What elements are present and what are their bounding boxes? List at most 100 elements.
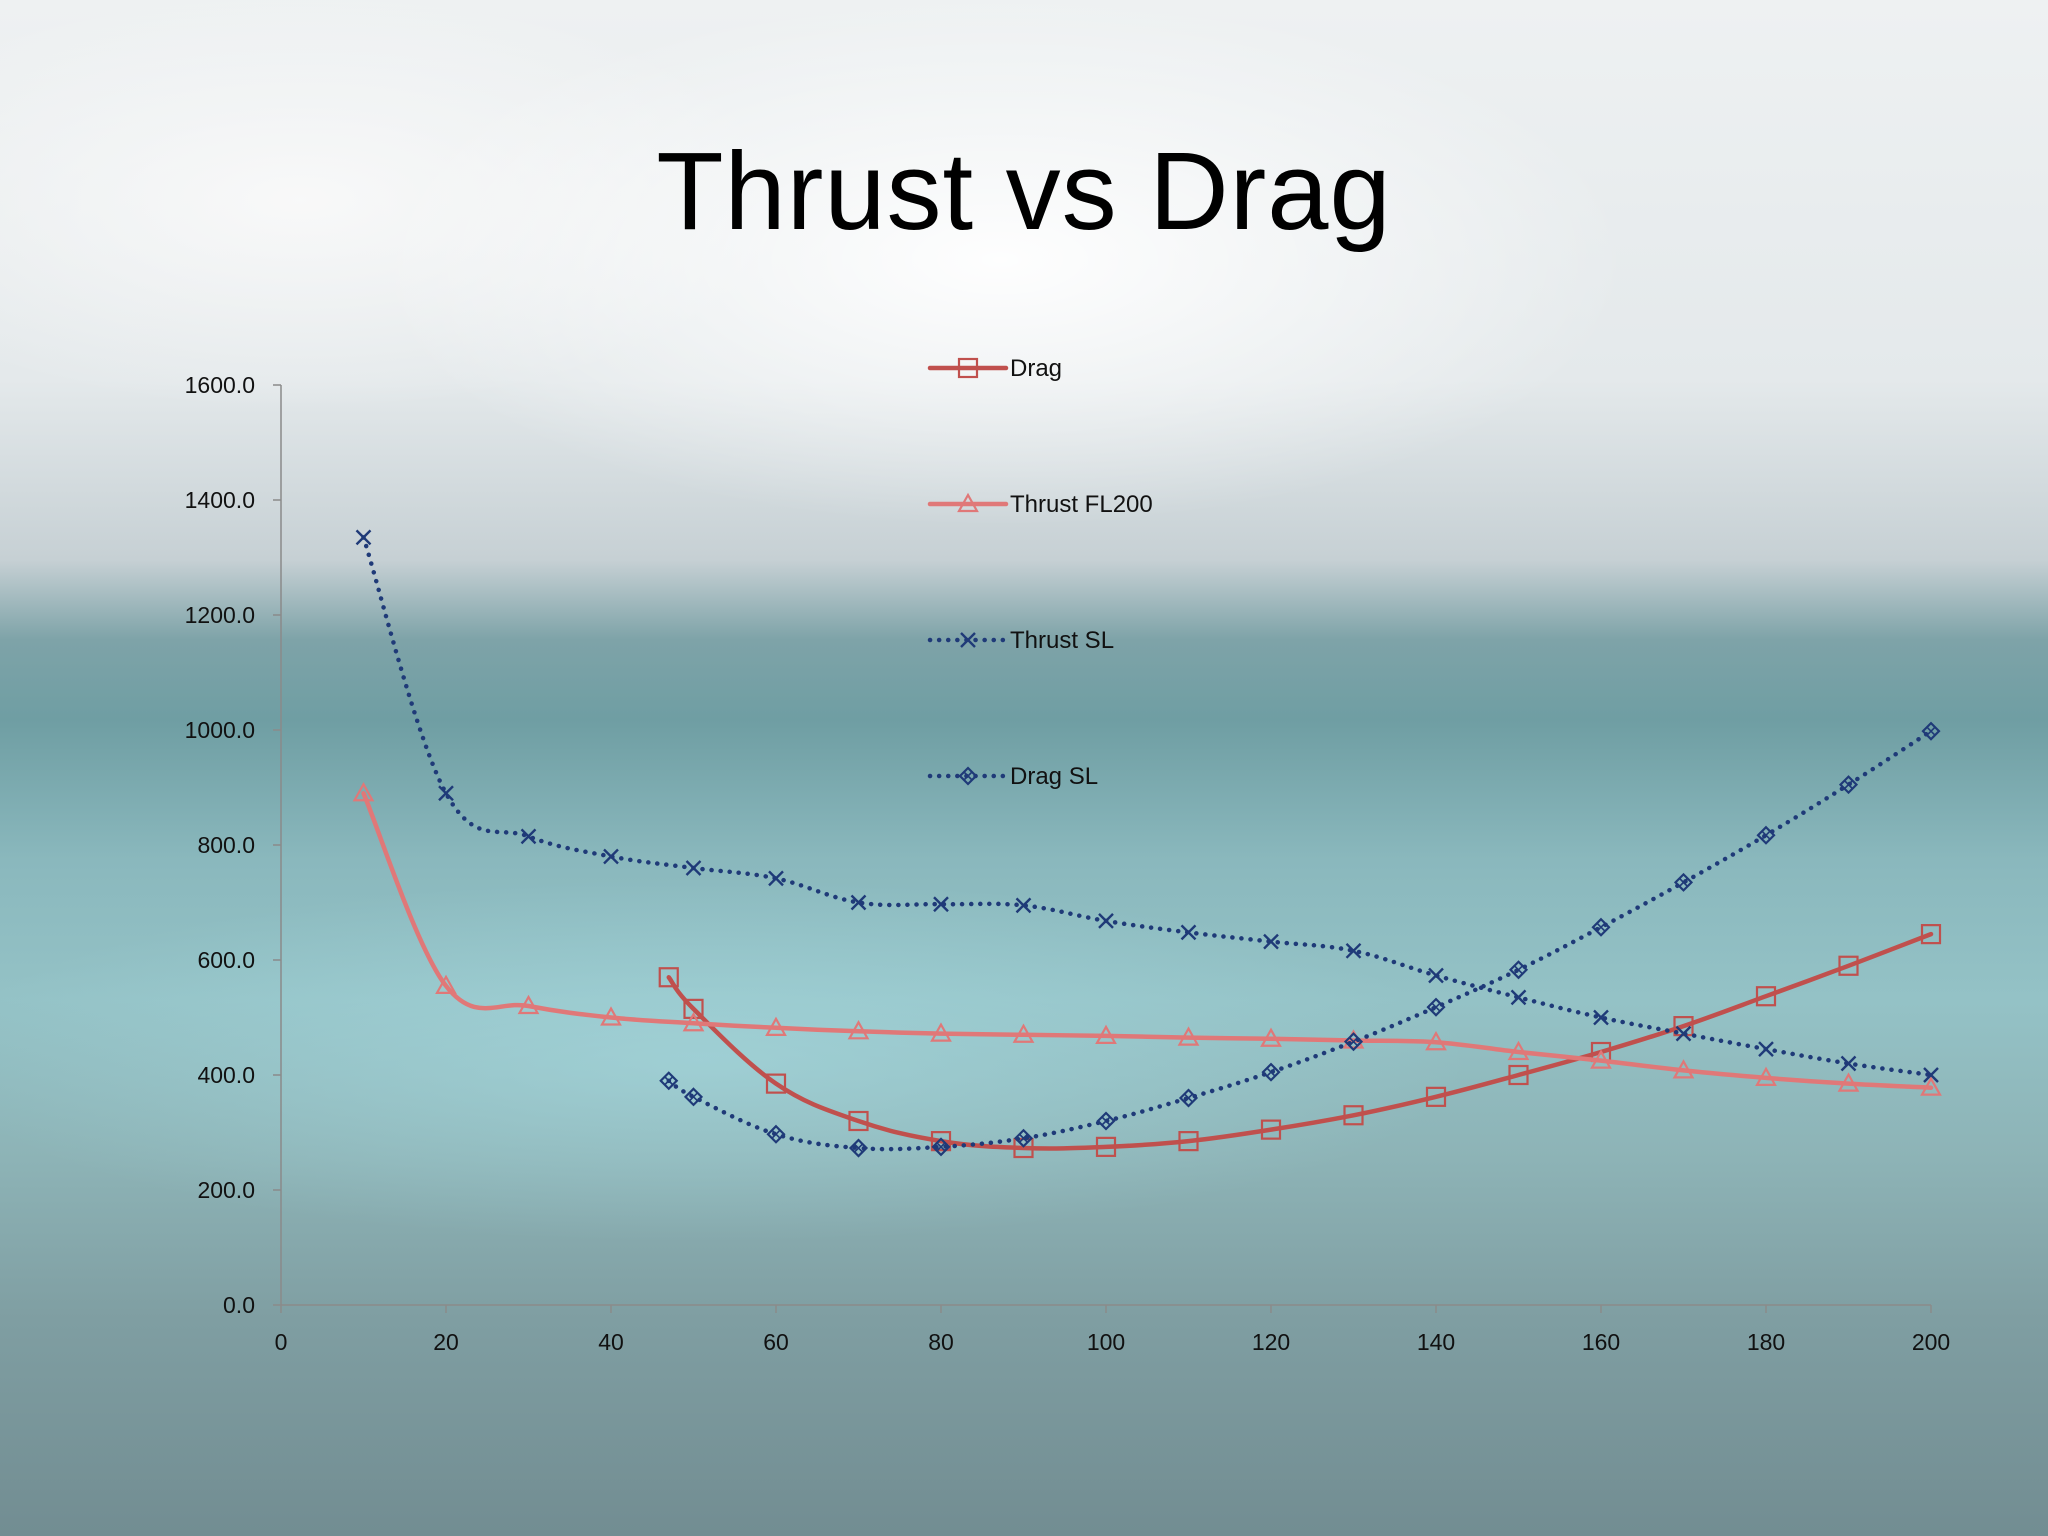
x-tick-label: 180 bbox=[1747, 1329, 1785, 1355]
diamond-marker-outline bbox=[1921, 721, 1941, 741]
data-point-thrust-fl200 bbox=[1755, 1066, 1777, 1086]
x-tick-label: 160 bbox=[1582, 1329, 1620, 1355]
diamond-marker-hatch bbox=[688, 1092, 699, 1102]
data-point-thrust-sl bbox=[1758, 1041, 1774, 1057]
diamond-marker-outline bbox=[1838, 775, 1859, 795]
diamond-marker-outline bbox=[766, 1124, 786, 1144]
data-point-drag bbox=[1508, 1064, 1529, 1086]
diamond-marker-hatch bbox=[771, 1129, 781, 1139]
x-tick-label: 0 bbox=[275, 1329, 288, 1355]
y-tick-label: 200.0 bbox=[197, 1177, 255, 1203]
series-line-thrust-fl200 bbox=[361, 791, 1934, 1090]
x-marker-stroke bbox=[1510, 989, 1527, 1006]
x-marker-stroke bbox=[850, 894, 867, 911]
series-line-thrust-sl bbox=[361, 535, 1934, 1078]
x-marker-stroke bbox=[768, 870, 784, 887]
y-tick-label: 400.0 bbox=[197, 1062, 255, 1088]
legend-swatch-marker bbox=[957, 492, 979, 513]
legend-swatch-marker bbox=[957, 357, 979, 379]
data-point-drag bbox=[683, 998, 704, 1019]
y-tick-label: 1000.0 bbox=[185, 717, 255, 743]
diamond-marker-hatch bbox=[936, 1142, 946, 1152]
y-tick-label: 1600.0 bbox=[185, 372, 255, 398]
data-point-drag-sl bbox=[683, 1087, 704, 1107]
data-point-drag bbox=[658, 967, 679, 988]
data-point-thrust-sl bbox=[355, 529, 372, 546]
data-point-thrust-fl200 bbox=[1095, 1024, 1117, 1045]
legend-label: Thrust SL bbox=[1010, 627, 1114, 654]
x-marker-stroke bbox=[1345, 942, 1362, 959]
data-point-thrust-fl200 bbox=[1012, 1023, 1035, 1043]
y-tick-label: 0.0 bbox=[223, 1292, 255, 1318]
data-point-thrust-sl bbox=[1180, 924, 1197, 941]
diamond-marker-outline bbox=[958, 766, 978, 786]
data-point-thrust-fl200 bbox=[517, 994, 540, 1015]
y-tick-label: 1200.0 bbox=[185, 602, 255, 628]
x-marker-stroke bbox=[1263, 933, 1279, 950]
data-point-drag-sl bbox=[1013, 1128, 1034, 1148]
data-point-thrust-sl bbox=[520, 828, 537, 845]
diamond-marker-outline bbox=[683, 1087, 704, 1107]
data-point-thrust-fl200 bbox=[1177, 1026, 1200, 1046]
data-point-thrust-sl bbox=[603, 848, 619, 865]
x-tick-label: 200 bbox=[1912, 1329, 1950, 1355]
data-point-thrust-fl200 bbox=[1672, 1059, 1695, 1079]
data-point-thrust-fl200 bbox=[600, 1006, 622, 1026]
series-line-drag-sl bbox=[666, 728, 1934, 1152]
x-tick-label: 20 bbox=[433, 1329, 459, 1355]
data-point-thrust-fl200 bbox=[765, 1016, 787, 1036]
x-marker-stroke bbox=[960, 632, 976, 648]
data-point-drag-sl bbox=[1426, 997, 1446, 1017]
diamond-marker-outline bbox=[659, 1071, 679, 1091]
chart-series bbox=[352, 529, 1942, 1159]
data-point-thrust-sl bbox=[1263, 933, 1279, 950]
x-tick-label: 60 bbox=[763, 1329, 789, 1355]
diamond-marker-hatch bbox=[963, 771, 973, 781]
data-point-thrust-fl200 bbox=[930, 1022, 952, 1042]
x-tick-label: 140 bbox=[1417, 1329, 1455, 1355]
data-point-drag bbox=[1178, 1131, 1199, 1152]
data-point-thrust-sl bbox=[685, 860, 702, 876]
data-point-thrust-fl200 bbox=[1260, 1027, 1282, 1047]
legend-item-drag: Drag bbox=[927, 355, 1062, 382]
x-marker-stroke bbox=[603, 848, 619, 865]
series-drag bbox=[658, 924, 1942, 1159]
data-point-drag bbox=[1838, 955, 1859, 976]
x-tick-label: 100 bbox=[1087, 1329, 1125, 1355]
x-marker-stroke bbox=[1428, 967, 1444, 984]
data-point-thrust-fl200 bbox=[1590, 1049, 1612, 1069]
diamond-marker-outline bbox=[1261, 1062, 1281, 1082]
diamond-marker-outline bbox=[1673, 872, 1694, 892]
diamond-marker-outline bbox=[1591, 917, 1611, 937]
x-marker-stroke bbox=[1923, 1067, 1939, 1083]
diamond-marker-outline bbox=[1013, 1128, 1034, 1148]
data-point-drag-sl bbox=[1756, 825, 1776, 845]
data-point-thrust-fl200 bbox=[682, 1012, 705, 1032]
data-point-thrust-sl bbox=[1345, 942, 1362, 959]
legend-swatch-marker bbox=[958, 766, 978, 786]
data-point-thrust-sl bbox=[1923, 1067, 1939, 1083]
diamond-marker-hatch bbox=[1926, 726, 1936, 736]
diamond-marker-hatch bbox=[1678, 877, 1689, 887]
x-marker-stroke bbox=[1015, 897, 1032, 914]
data-point-thrust-fl200 bbox=[847, 1020, 870, 1040]
legend-label: Drag bbox=[1010, 355, 1062, 382]
x-marker-stroke bbox=[438, 785, 454, 802]
data-point-drag bbox=[1920, 924, 1942, 945]
y-tick-label: 600.0 bbox=[197, 947, 255, 973]
legend-swatch-marker bbox=[960, 632, 976, 648]
diamond-marker-outline bbox=[1096, 1111, 1116, 1131]
x-tick-label: 120 bbox=[1252, 1329, 1290, 1355]
legend-item-thrust-fl200: Thrust FL200 bbox=[927, 491, 1153, 518]
data-point-drag-sl bbox=[1508, 960, 1529, 980]
slide-title: Thrust vs Drag bbox=[656, 130, 1392, 253]
legend-label: Thrust FL200 bbox=[1010, 491, 1153, 518]
data-point-thrust-sl bbox=[1510, 989, 1527, 1006]
x-marker-stroke bbox=[685, 860, 702, 876]
legend-label: Drag SL bbox=[1010, 763, 1098, 790]
x-marker-stroke bbox=[1098, 913, 1114, 929]
data-point-thrust-fl200 bbox=[1837, 1072, 1860, 1092]
data-point-thrust-sl bbox=[1428, 967, 1444, 984]
data-point-thrust-sl bbox=[438, 785, 454, 802]
data-point-drag-sl bbox=[931, 1137, 951, 1157]
